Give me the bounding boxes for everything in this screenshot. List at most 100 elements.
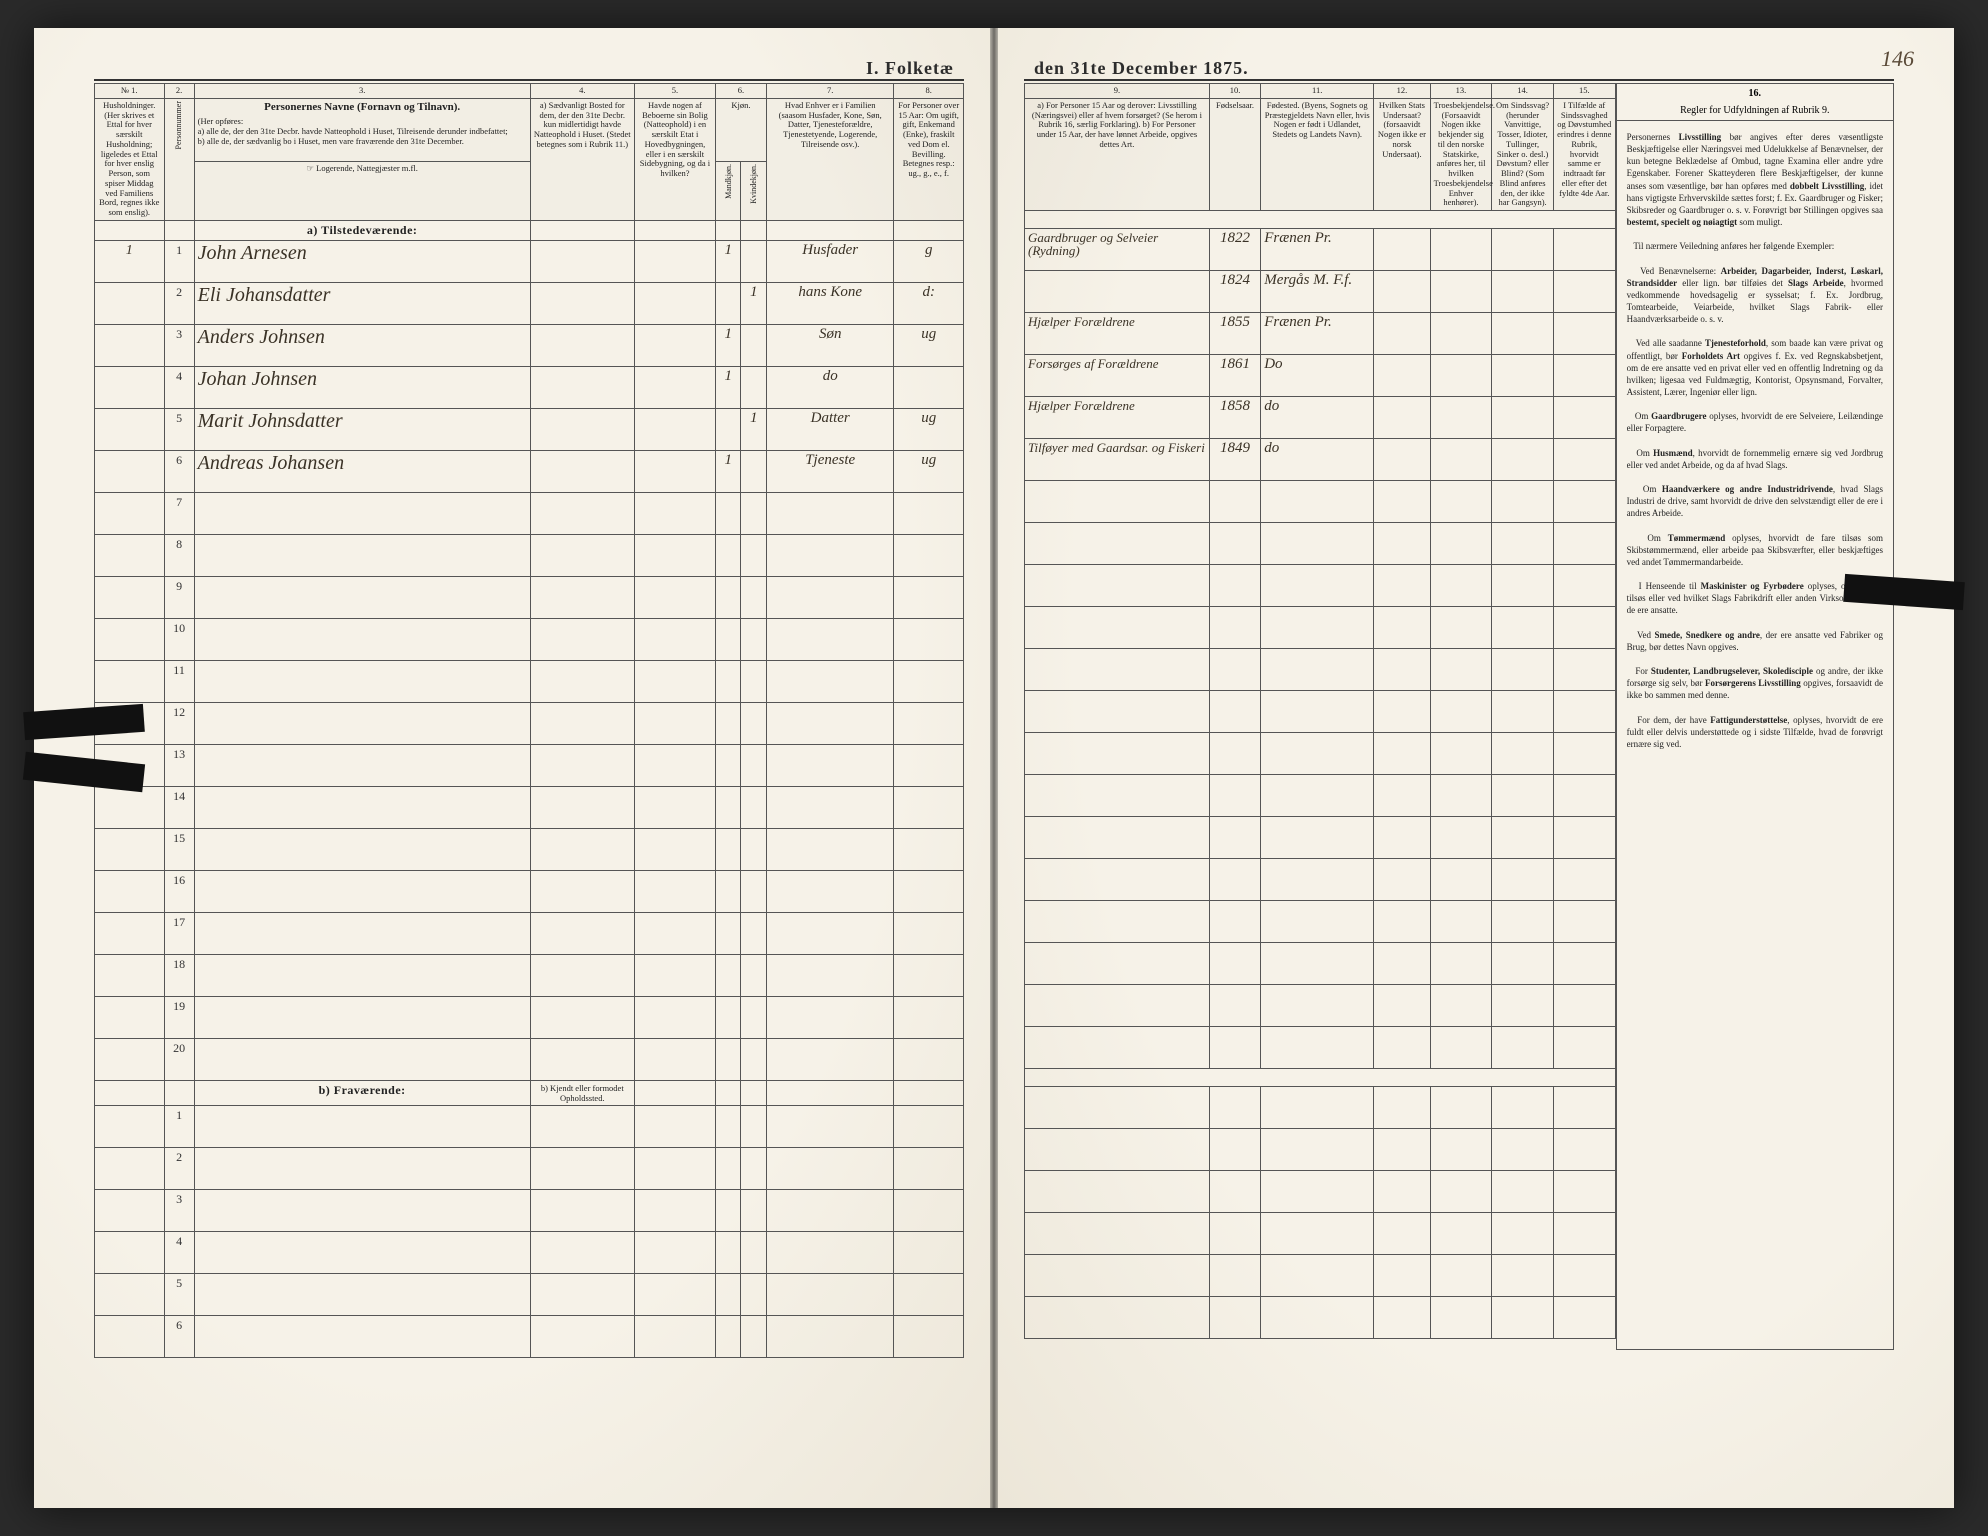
header-civil-status: For Personer over 15 Aar: Om ugift, gift… <box>894 98 964 220</box>
col-num: 15. <box>1553 84 1615 99</box>
left-page: I. Folketæ № 1. 2. 3. 4. 5. 6. 7. 8. Hus… <box>34 28 994 1508</box>
table-row: 5 Marit Johnsdatter 1 Datter ug <box>95 408 964 450</box>
table-row <box>1025 817 1616 859</box>
person-name: Johan Johnsen <box>194 366 530 408</box>
col-num: 2. <box>164 84 194 99</box>
table-row <box>1025 481 1616 523</box>
col-num: 8. <box>894 84 964 99</box>
table-row <box>1025 1255 1616 1297</box>
section-a-label: a) Tilstedeværende: <box>194 220 530 240</box>
table-row: 17 <box>95 912 964 954</box>
col-num: № 1. <box>95 84 165 99</box>
table-row: 11 <box>95 660 964 702</box>
table-row <box>1025 1129 1616 1171</box>
table-row: 1 1 John Arnesen 1 Husfader g <box>95 240 964 282</box>
table-row: 12 <box>95 702 964 744</box>
header-confession: Troesbekjendelse. (Forsaavidt Nogen ikke… <box>1430 98 1492 210</box>
table-row <box>1025 1027 1616 1069</box>
header-disability: Om Sindssvag? (herunder Vanvittige, Toss… <box>1492 98 1554 210</box>
col-num: 11. <box>1261 84 1374 99</box>
col-num: 5. <box>634 84 715 99</box>
column-number-row: 9. 10. 11. 12. 13. 14. 15. <box>1025 84 1616 99</box>
section-b-row: b) Fraværende: b) Kjendt eller formodet … <box>95 1080 964 1105</box>
table-row <box>1025 1171 1616 1213</box>
header-sex: Kjøn. <box>716 98 767 161</box>
header-birthplace: Fødested. (Byens, Sognets og Præstegjeld… <box>1261 98 1374 210</box>
rubrik-instructions: Personernes Livsstilling bør angives eft… <box>1616 120 1894 1350</box>
table-row <box>1025 859 1616 901</box>
table-row <box>1025 565 1616 607</box>
table-row: Gaardbruger og Selveier (Rydning) 1822 F… <box>1025 229 1616 271</box>
census-table-right: 9. 10. 11. 12. 13. 14. 15. a) For Person… <box>1024 83 1616 1339</box>
col-num: 16. Regler for Udfyldningen af Rubrik 9. <box>1616 83 1894 120</box>
header-family-pos: Hvad Enhver er i Familien (saasom Husfad… <box>766 98 893 220</box>
table-row <box>1025 1297 1616 1339</box>
header-male: Mandkjøn. <box>716 161 741 220</box>
book-spine <box>990 28 998 1508</box>
col-num: 3. <box>194 84 530 99</box>
census-table-left: № 1. 2. 3. 4. 5. 6. 7. 8. Husholdninger.… <box>94 83 964 1358</box>
table-row: Forsørges af Forældrene 1861 Do <box>1025 355 1616 397</box>
person-name: John Arnesen <box>194 240 530 282</box>
header-residence: a) Sædvanligt Bosted for dem, der den 31… <box>530 98 634 220</box>
table-row <box>1025 901 1616 943</box>
table-row <box>1025 1069 1616 1087</box>
table-row <box>1025 943 1616 985</box>
table-row: 4 <box>95 1231 964 1273</box>
header-names-title: Personernes Navne (Fornavn og Tilnavn). … <box>194 98 530 161</box>
table-row: 15 <box>95 828 964 870</box>
table-row <box>1025 691 1616 733</box>
table-row <box>1025 607 1616 649</box>
header-occupation: a) For Personer 15 Aar og derover: Livss… <box>1025 98 1210 210</box>
table-row <box>1025 523 1616 565</box>
table-row: 18 <box>95 954 964 996</box>
column-number-row: № 1. 2. 3. 4. 5. 6. 7. 8. <box>95 84 964 99</box>
header-names-note: ☞ Logerende, Nattegjæster m.fl. <box>194 161 530 220</box>
table-row: 8 <box>95 534 964 576</box>
table-row <box>1025 775 1616 817</box>
table-row: 14 <box>95 786 964 828</box>
person-name: Anders Johnsen <box>194 324 530 366</box>
table-row: 4 Johan Johnsen 1 do <box>95 366 964 408</box>
table-row <box>1025 733 1616 775</box>
col-num: 6. <box>716 84 767 99</box>
page-number: 146 <box>1881 46 1914 72</box>
header-person-no: Personnummer <box>164 98 194 220</box>
header-building: Havde nogen af Beboerne sin Bolig (Natte… <box>634 98 715 220</box>
col-num: 14. <box>1492 84 1554 99</box>
table-row: 13 <box>95 744 964 786</box>
table-row: 2 Eli Johansdatter 1 hans Kone d: <box>95 282 964 324</box>
header-row: a) For Personer 15 Aar og derover: Livss… <box>1025 98 1616 210</box>
right-page: 146 den 31te December 1875. 9. 10. 11. 1… <box>994 28 1954 1508</box>
spacer-row <box>1025 211 1616 229</box>
table-row: 20 <box>95 1038 964 1080</box>
table-row: 5 <box>95 1273 964 1315</box>
table-row: 19 <box>95 996 964 1038</box>
census-book-spread: I. Folketæ № 1. 2. 3. 4. 5. 6. 7. 8. Hus… <box>34 28 1954 1508</box>
table-row: 2 <box>95 1147 964 1189</box>
header-birth-year: Fødselsaar. <box>1209 98 1260 210</box>
header-households: Husholdninger. (Her skrives et Ettal for… <box>95 98 165 220</box>
table-row: 3 Anders Johnsen 1 Søn ug <box>95 324 964 366</box>
table-row: 6 <box>95 1315 964 1357</box>
form-title-left: I. Folketæ <box>94 58 964 81</box>
table-row: 3 <box>95 1189 964 1231</box>
person-name: Eli Johansdatter <box>194 282 530 324</box>
col-num: 4. <box>530 84 634 99</box>
table-row: 9 <box>95 576 964 618</box>
form-title-right: den 31te December 1875. <box>1024 58 1894 81</box>
section-a-row: a) Tilstedeværende: <box>95 220 964 240</box>
rubrik-column: 16. Regler for Udfyldningen af Rubrik 9.… <box>1616 83 1894 1433</box>
header-citizenship: Hvilken Stats Undersaat? (forsaavidt Nog… <box>1374 98 1430 210</box>
col-num: 10. <box>1209 84 1260 99</box>
header-row: Husholdninger. (Her skrives et Ettal for… <box>95 98 964 161</box>
right-page-layout: 9. 10. 11. 12. 13. 14. 15. a) For Person… <box>1024 83 1894 1433</box>
table-row <box>1025 1213 1616 1255</box>
col-num: 12. <box>1374 84 1430 99</box>
table-row: 1824 Mergås M. F.f. <box>1025 271 1616 313</box>
table-row: 6 Andreas Johansen 1 Tjeneste ug <box>95 450 964 492</box>
table-row: 1 <box>95 1105 964 1147</box>
person-name: Marit Johnsdatter <box>194 408 530 450</box>
section-b-col4: b) Kjendt eller formodet Opholdssted. <box>530 1080 634 1105</box>
right-table-wrap: 9. 10. 11. 12. 13. 14. 15. a) For Person… <box>1024 83 1616 1433</box>
